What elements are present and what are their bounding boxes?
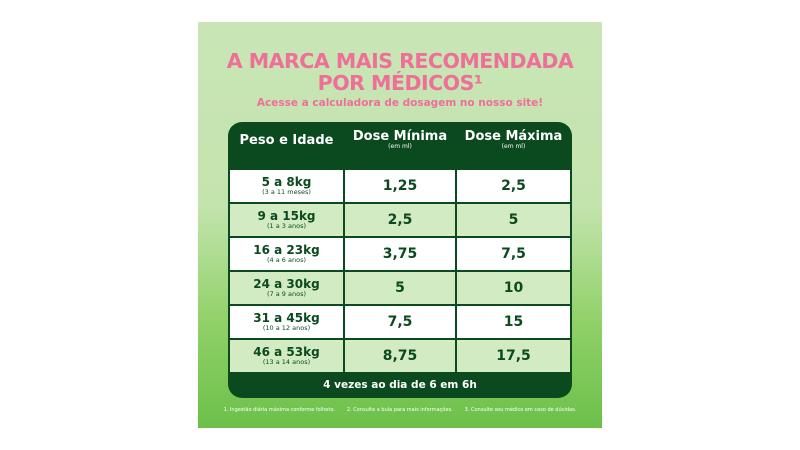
footnotes: 1. Ingestão diária máxima conforme folhe… <box>198 407 602 413</box>
weight-cell: 31 a 45kg (10 a 12 anos) <box>230 306 343 338</box>
dosage-panel: A MARCA MAIS RECOMENDADA POR MÉDICOS¹ Ace… <box>198 22 602 428</box>
min-dose-cell: 2,5 <box>343 204 457 236</box>
table-row: 24 a 30kg (7 a 9 anos) 5 10 <box>230 272 570 304</box>
header-min: Dose Mínima (em ml) <box>352 129 448 150</box>
min-dose-cell: 5 <box>343 272 457 304</box>
max-dose-cell: 7,5 <box>457 238 570 270</box>
max-dose-cell: 15 <box>457 306 570 338</box>
min-dose-cell: 8,75 <box>343 340 457 372</box>
min-dose-cell: 1,25 <box>343 170 457 202</box>
weight-cell: 16 a 23kg (4 a 6 anos) <box>230 238 343 270</box>
headline: A MARCA MAIS RECOMENDADA POR MÉDICOS¹ <box>198 50 602 94</box>
max-dose-cell: 5 <box>457 204 570 236</box>
header-weight: Peso e Idade <box>239 133 334 148</box>
min-dose-cell: 7,5 <box>343 306 457 338</box>
weight-cell: 5 a 8kg (3 a 11 meses) <box>230 170 343 202</box>
table-row: 9 a 15kg (1 a 3 anos) 2,5 5 <box>230 204 570 236</box>
table-row: 16 a 23kg (4 a 6 anos) 3,75 7,5 <box>230 238 570 270</box>
header-max: Dose Máxima (em ml) <box>464 129 563 150</box>
headline-line1: A MARCA MAIS RECOMENDADA <box>226 49 574 73</box>
weight-cell: 24 a 30kg (7 a 9 anos) <box>230 272 343 304</box>
footnote: 3. Consulte seu médico em caso de dúvida… <box>464 407 577 413</box>
weight-cell: 46 a 53kg (13 a 14 anos) <box>230 340 343 372</box>
min-dose-cell: 3,75 <box>343 238 457 270</box>
frequency-note: 4 vezes ao dia de 6 em 6h <box>323 379 477 391</box>
table-row: 46 a 53kg (13 a 14 anos) 8,75 17,5 <box>230 340 570 372</box>
dosage-table: Peso e Idade Dose Mínima (em ml) Dose Máx… <box>228 122 572 398</box>
table-row: 31 a 45kg (10 a 12 anos) 7,5 15 <box>230 306 570 338</box>
footnote: 2. Consulte a bula para mais informações… <box>346 407 453 413</box>
table-row: 5 a 8kg (3 a 11 meses) 1,25 2,5 <box>230 170 570 202</box>
weight-cell: 9 a 15kg (1 a 3 anos) <box>230 204 343 236</box>
headline-line2: POR MÉDICOS¹ <box>317 71 483 95</box>
max-dose-cell: 17,5 <box>457 340 570 372</box>
footnote: 1. Ingestão diária máxima conforme folhe… <box>223 407 335 413</box>
subtitle: Acesse a calculadora de dosagem no nosso… <box>256 97 544 109</box>
max-dose-cell: 2,5 <box>457 170 570 202</box>
max-dose-cell: 10 <box>457 272 570 304</box>
